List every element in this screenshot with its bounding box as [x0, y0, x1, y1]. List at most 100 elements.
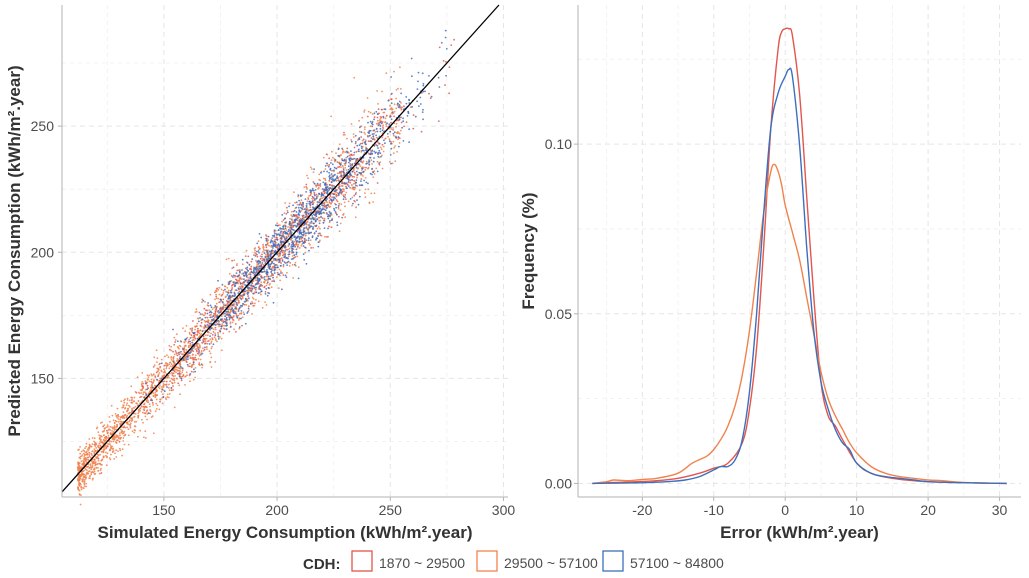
- scatter-point: [252, 292, 255, 295]
- scatter-point: [333, 166, 336, 169]
- scatter-point: [195, 342, 198, 345]
- scatter-point: [145, 392, 147, 395]
- scatter-point: [437, 76, 440, 79]
- scatter-point: [82, 473, 85, 475]
- scatter-point: [197, 331, 200, 333]
- scatter-point: [331, 218, 333, 221]
- scatter-point: [282, 264, 285, 266]
- scatter-point: [131, 407, 133, 410]
- scatter-point: [280, 264, 282, 267]
- scatter-point: [282, 265, 285, 268]
- scatter-point: [298, 204, 301, 206]
- scatter-point: [250, 260, 253, 263]
- scatter-point: [371, 121, 374, 124]
- scatter-point: [215, 287, 218, 290]
- scatter-point: [332, 179, 335, 182]
- scatter-point: [375, 134, 377, 137]
- scatter-point: [116, 434, 119, 437]
- scatter-point: [290, 218, 293, 221]
- scatter-point: [217, 297, 220, 300]
- scatter-point: [401, 106, 403, 109]
- scatter-point: [333, 185, 336, 188]
- scatter-point: [353, 176, 355, 178]
- scatter-point: [326, 213, 328, 215]
- scatter-point: [123, 414, 126, 417]
- scatter-point: [350, 123, 353, 125]
- scatter-point: [380, 155, 382, 158]
- scatter-point: [215, 293, 218, 296]
- scatter-point: [225, 318, 228, 320]
- scatter-point: [300, 195, 302, 198]
- scatter-point: [298, 209, 301, 212]
- scatter-point: [313, 182, 316, 185]
- scatter-point: [265, 304, 268, 306]
- scatter-point: [290, 239, 293, 241]
- scatter-point: [356, 144, 359, 147]
- scatter-point: [369, 129, 372, 132]
- scatter-point: [189, 337, 192, 339]
- scatter-point: [194, 367, 197, 369]
- scatter-point: [217, 323, 220, 325]
- scatter-point: [382, 115, 385, 118]
- scatter-point: [80, 475, 83, 477]
- scatter-point: [325, 189, 328, 191]
- scatter-point: [83, 458, 86, 461]
- scatter-point: [86, 456, 89, 459]
- scatter-x-axis-title: Simulated Energy Consumption (kWh/m².yea…: [98, 523, 473, 542]
- scatter-point: [428, 75, 430, 77]
- scatter-point: [172, 328, 174, 331]
- scatter-point: [304, 234, 307, 237]
- scatter-point: [264, 293, 267, 295]
- scatter-point: [328, 199, 331, 202]
- scatter-point: [326, 190, 329, 193]
- scatter-point: [302, 205, 305, 208]
- scatter-point: [140, 384, 143, 386]
- scatter-point: [391, 111, 394, 113]
- scatter-point: [91, 443, 94, 445]
- scatter-point: [185, 325, 188, 327]
- scatter-point: [160, 358, 163, 361]
- scatter-point: [347, 161, 350, 164]
- scatter-point: [96, 453, 99, 456]
- scatter-point: [298, 199, 300, 202]
- scatter-point: [343, 201, 346, 204]
- scatter-point: [285, 257, 288, 259]
- scatter-point: [330, 159, 333, 162]
- scatter-point: [194, 325, 196, 328]
- scatter-point: [278, 244, 281, 247]
- scatter-point: [305, 209, 308, 211]
- scatter-point: [250, 289, 253, 292]
- scatter-point: [342, 198, 345, 201]
- scatter-point: [223, 318, 226, 320]
- scatter-point: [102, 430, 105, 433]
- scatter-point: [403, 125, 405, 128]
- density-axes: [574, 5, 1021, 501]
- scatter-point: [227, 315, 230, 318]
- scatter-point: [359, 165, 362, 168]
- scatter-point: [371, 133, 374, 136]
- scatter-point: [227, 283, 230, 286]
- scatter-point: [285, 237, 288, 240]
- scatter-point: [189, 340, 192, 343]
- scatter-point: [313, 207, 315, 210]
- scatter-point: [145, 399, 148, 402]
- scatter-point: [345, 169, 348, 171]
- scatter-point: [247, 295, 250, 298]
- scatter-point: [88, 470, 91, 473]
- scatter-point: [307, 231, 310, 234]
- scatter-point: [96, 455, 99, 458]
- scatter-point: [164, 355, 166, 358]
- scatter-point: [190, 351, 192, 353]
- scatter-point: [348, 175, 351, 178]
- scatter-point: [388, 123, 391, 126]
- scatter-point: [254, 286, 257, 289]
- scatter-point: [88, 455, 91, 458]
- scatter-point: [222, 332, 225, 335]
- scatter-point: [315, 184, 317, 187]
- scatter-point: [328, 206, 331, 209]
- scatter-point: [162, 385, 165, 387]
- scatter-point: [88, 446, 91, 449]
- scatter-point: [351, 196, 354, 199]
- scatter-point: [264, 291, 267, 293]
- scatter-point: [400, 121, 403, 124]
